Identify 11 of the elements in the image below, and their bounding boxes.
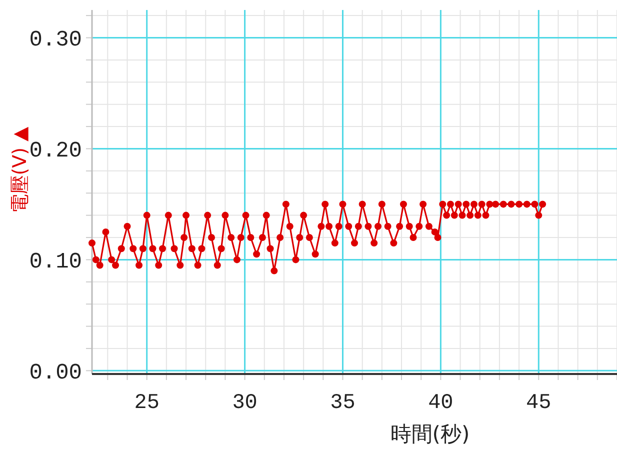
x-tick-label: 25 — [134, 392, 160, 415]
x-axis-title: 時間(秒) — [390, 422, 470, 446]
y-tick-label: 0.00 — [29, 360, 82, 386]
x-tick-label: 45 — [526, 392, 552, 415]
y-axis-title: 電壓(V) ▲ — [9, 126, 31, 214]
x-tick-label: 35 — [330, 392, 356, 415]
y-tick-label: 0.10 — [29, 250, 82, 275]
x-tick-label: 40 — [428, 392, 454, 415]
y-tick-label: 0.30 — [29, 28, 82, 53]
x-tick-label: 30 — [232, 392, 258, 415]
y-tick-label: 0.20 — [29, 138, 82, 164]
